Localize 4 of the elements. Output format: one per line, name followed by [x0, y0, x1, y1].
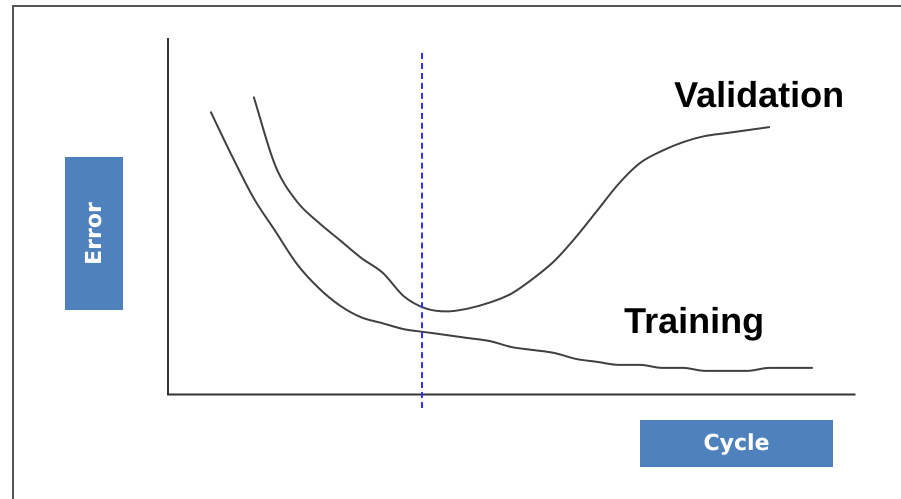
x-axis-title: Cycle: [640, 420, 833, 467]
series-label: Validation: [674, 74, 844, 116]
series-label: Training: [624, 300, 764, 341]
y-axis-title: Error: [82, 202, 107, 265]
